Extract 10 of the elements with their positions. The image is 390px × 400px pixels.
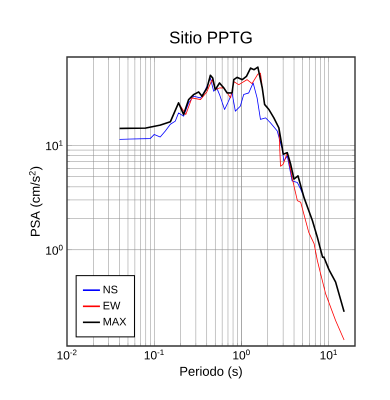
x-axis-title: Periodo (s) bbox=[180, 366, 242, 378]
legend-label: EW bbox=[104, 302, 120, 310]
y-axis-title: PSA (cm/s$^{2}$) bbox=[29, 166, 42, 236]
x-tick-label: 10$^{1}$ bbox=[320, 350, 337, 360]
x-tick-label: 10$^{-2}$ bbox=[57, 350, 77, 360]
x-tick-label: 10$^{0}$ bbox=[233, 350, 250, 360]
legend-label: MAX bbox=[104, 318, 126, 326]
x-tick-label: 10$^{-1}$ bbox=[144, 350, 164, 360]
chart-title: Sitio PPTG bbox=[170, 31, 252, 44]
legend-label: NS bbox=[104, 286, 118, 294]
